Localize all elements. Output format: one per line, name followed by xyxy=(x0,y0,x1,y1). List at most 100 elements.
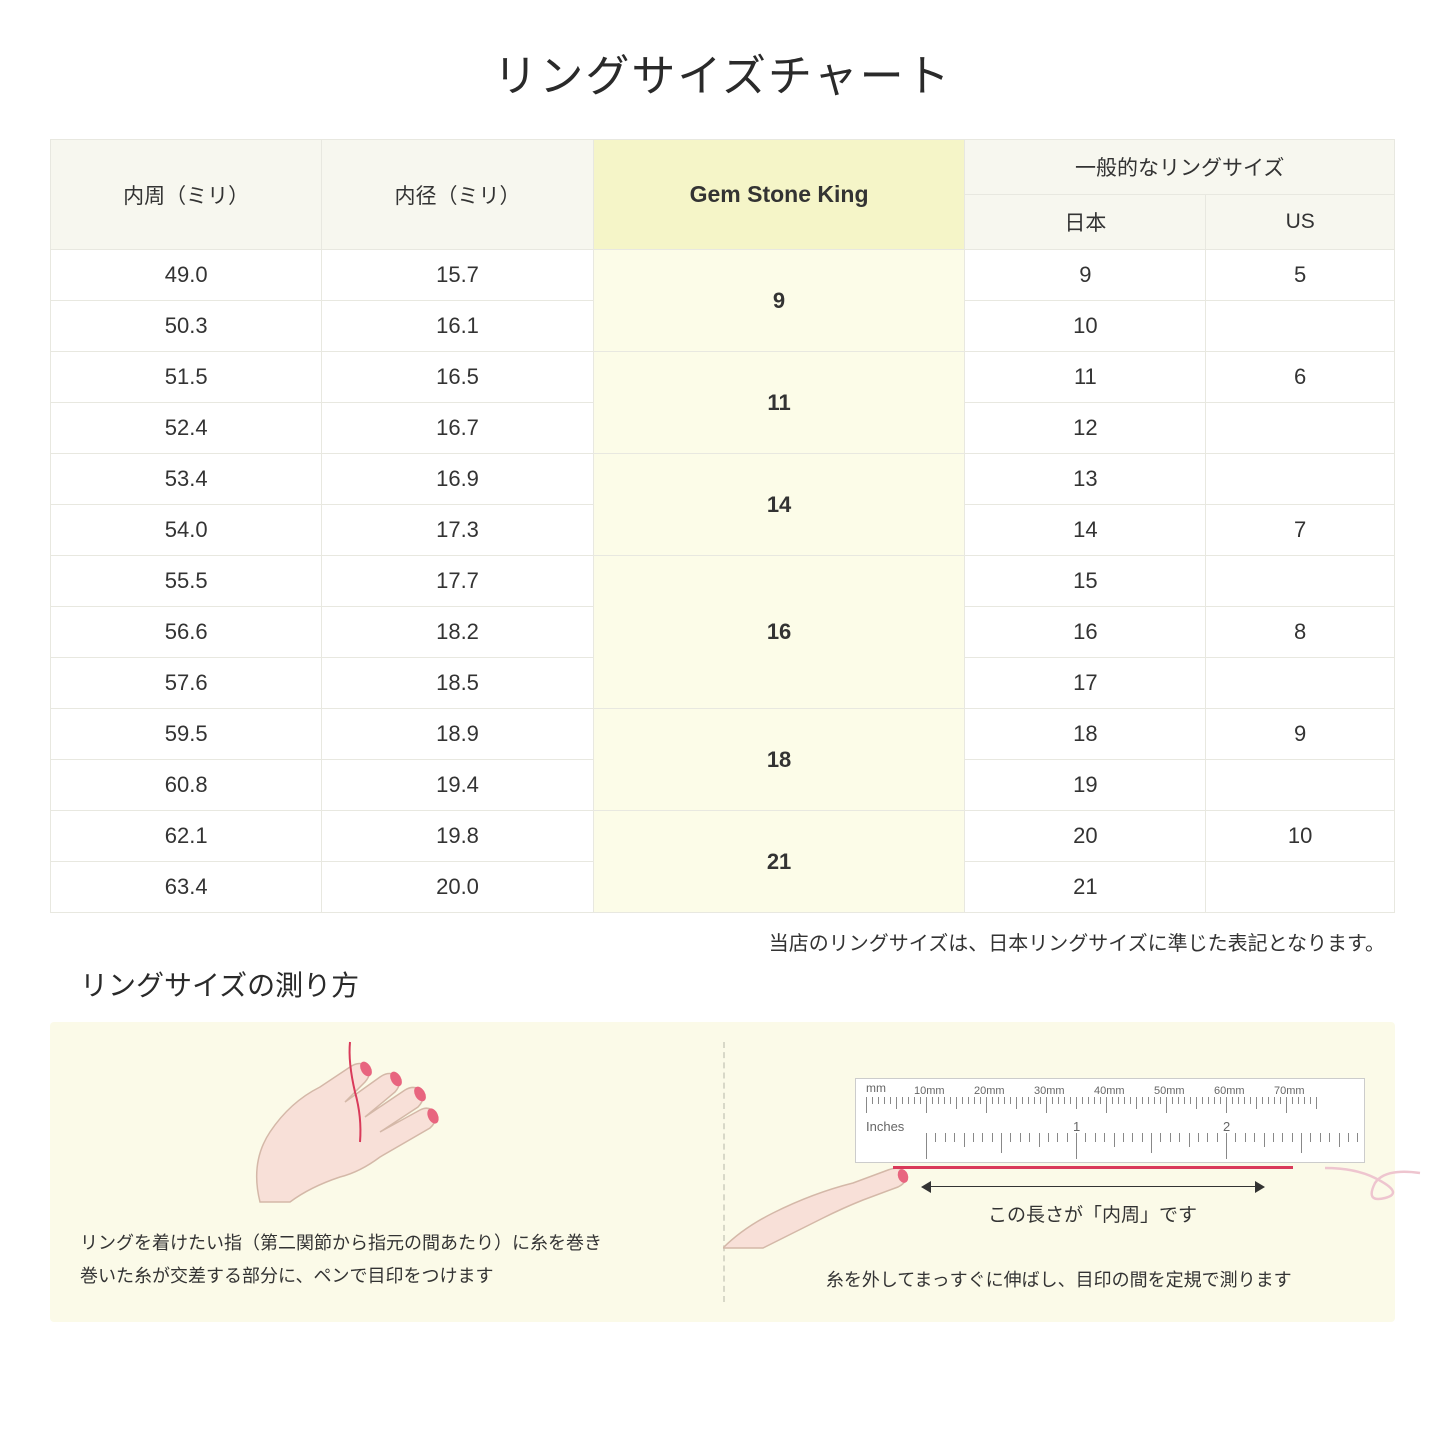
ruler-tick xyxy=(908,1097,909,1104)
ruler-mm-tick-label: 20mm xyxy=(974,1085,1005,1097)
ruler-tick-inch xyxy=(1264,1133,1265,1147)
ruler-tick xyxy=(866,1097,867,1113)
cell-circumference: 59.5 xyxy=(51,709,322,760)
ruler-tick-inch xyxy=(1348,1133,1349,1142)
ruler-tick-inch xyxy=(1310,1133,1311,1142)
cell-diameter: 20.0 xyxy=(322,862,593,913)
ruler-tick-inch xyxy=(1329,1133,1330,1142)
ruler-tick xyxy=(1310,1097,1311,1104)
ruler-tick xyxy=(986,1097,987,1113)
cell-circumference: 63.4 xyxy=(51,862,322,913)
ruler-tick xyxy=(950,1097,951,1104)
cell-us: 7 xyxy=(1206,505,1395,556)
cell-us xyxy=(1206,658,1395,709)
ruler-tick-inch xyxy=(1020,1133,1021,1142)
ruler-tick-inch xyxy=(1085,1133,1086,1142)
cell-diameter: 19.8 xyxy=(322,811,593,862)
ruler-tick xyxy=(1082,1097,1083,1104)
ruler-tick-inch xyxy=(1273,1133,1274,1142)
ruler-inch-tick-label: 1 xyxy=(1073,1119,1080,1134)
cell-gsk: 14 xyxy=(593,454,965,556)
arrow-label: この長さが「内周」です xyxy=(928,1200,1258,1227)
table-row: 59.518.918189 xyxy=(51,709,1395,760)
ruler-tick xyxy=(1064,1097,1065,1104)
ruler-tick xyxy=(1088,1097,1089,1104)
ruler-tick xyxy=(1286,1097,1287,1113)
ruler-tick-inch xyxy=(1179,1133,1180,1142)
cell-us xyxy=(1206,454,1395,505)
ruler-tick-inch xyxy=(1292,1133,1293,1142)
ruler-tick xyxy=(1022,1097,1023,1104)
cell-diameter: 17.7 xyxy=(322,556,593,607)
ruler-tick xyxy=(920,1097,921,1104)
cell-japan: 14 xyxy=(965,505,1206,556)
ruler-tick xyxy=(1010,1097,1011,1104)
ruler-tick xyxy=(1130,1097,1131,1104)
ruler-tick-inch xyxy=(992,1133,993,1142)
cell-japan: 16 xyxy=(965,607,1206,658)
ruler-tick xyxy=(1094,1097,1095,1104)
ruler-tick xyxy=(1100,1097,1101,1104)
ruler-tick-inch xyxy=(1282,1133,1283,1142)
table-row: 62.119.8212010 xyxy=(51,811,1395,862)
ruler-tick xyxy=(902,1097,903,1104)
cell-diameter: 16.5 xyxy=(322,352,593,403)
ruler-tick-inch xyxy=(1235,1133,1236,1142)
cell-japan: 10 xyxy=(965,301,1206,352)
ruler-tick xyxy=(1232,1097,1233,1104)
ruler-tick-inch xyxy=(1226,1133,1227,1159)
ruler-tick xyxy=(1250,1097,1251,1104)
cell-gsk: 21 xyxy=(593,811,965,913)
cell-circumference: 54.0 xyxy=(51,505,322,556)
col-common: 一般的なリングサイズ xyxy=(965,140,1395,195)
cell-japan: 12 xyxy=(965,403,1206,454)
ruler-tick xyxy=(1214,1097,1215,1104)
ruler-tick-inch xyxy=(1067,1133,1068,1142)
col-circumference: 内周（ミリ） xyxy=(51,140,322,250)
cell-circumference: 49.0 xyxy=(51,250,322,301)
cell-diameter: 18.9 xyxy=(322,709,593,760)
col-japan: 日本 xyxy=(965,195,1206,250)
cell-gsk: 11 xyxy=(593,352,965,454)
cell-circumference: 52.4 xyxy=(51,403,322,454)
cell-us xyxy=(1206,403,1395,454)
cell-circumference: 57.6 xyxy=(51,658,322,709)
instructions-title: リングサイズの測り方 xyxy=(80,964,1395,1004)
ruler-tick-inch xyxy=(1039,1133,1040,1147)
ruler-tick-inch xyxy=(1189,1133,1190,1147)
ruler-tick xyxy=(1220,1097,1221,1104)
ruler-tick-inch xyxy=(935,1133,936,1142)
ruler-tick-inch xyxy=(964,1133,965,1147)
ruler-tick-inch xyxy=(1245,1133,1246,1142)
ruler-tick-inch xyxy=(1029,1133,1030,1142)
cell-circumference: 51.5 xyxy=(51,352,322,403)
cell-us xyxy=(1206,556,1395,607)
ruler-tick-inch xyxy=(926,1133,927,1159)
ruler-tick xyxy=(956,1097,957,1109)
ruler-icon: mm Inches 10mm20mm30mm40mm50mm60mm70mm12 xyxy=(855,1078,1365,1163)
ruler-tick xyxy=(938,1097,939,1104)
cell-japan: 19 xyxy=(965,760,1206,811)
cell-us xyxy=(1206,301,1395,352)
cell-japan: 15 xyxy=(965,556,1206,607)
ruler-tick xyxy=(1298,1097,1299,1104)
ruler-tick-inch xyxy=(1048,1133,1049,1142)
ruler-tick xyxy=(980,1097,981,1104)
ruler-tick xyxy=(944,1097,945,1104)
ruler-tick xyxy=(1262,1097,1263,1104)
ruler-tick xyxy=(932,1097,933,1104)
arrow-left-icon xyxy=(921,1181,931,1193)
ruler-tick xyxy=(1256,1097,1257,1109)
page-title: リングサイズチャート xyxy=(50,40,1395,104)
ruler-tick xyxy=(884,1097,885,1104)
ruler-tick-inch xyxy=(1254,1133,1255,1142)
cell-circumference: 62.1 xyxy=(51,811,322,862)
ruler-tick-inch xyxy=(1142,1133,1143,1142)
ruler-tick xyxy=(974,1097,975,1104)
ruler-tick-inch xyxy=(982,1133,983,1142)
measure-arrow xyxy=(928,1186,1258,1187)
col-gsk: Gem Stone King xyxy=(593,140,965,250)
ruler-tick xyxy=(890,1097,891,1104)
ruler-tick xyxy=(1028,1097,1029,1104)
ruler-tick xyxy=(1124,1097,1125,1104)
